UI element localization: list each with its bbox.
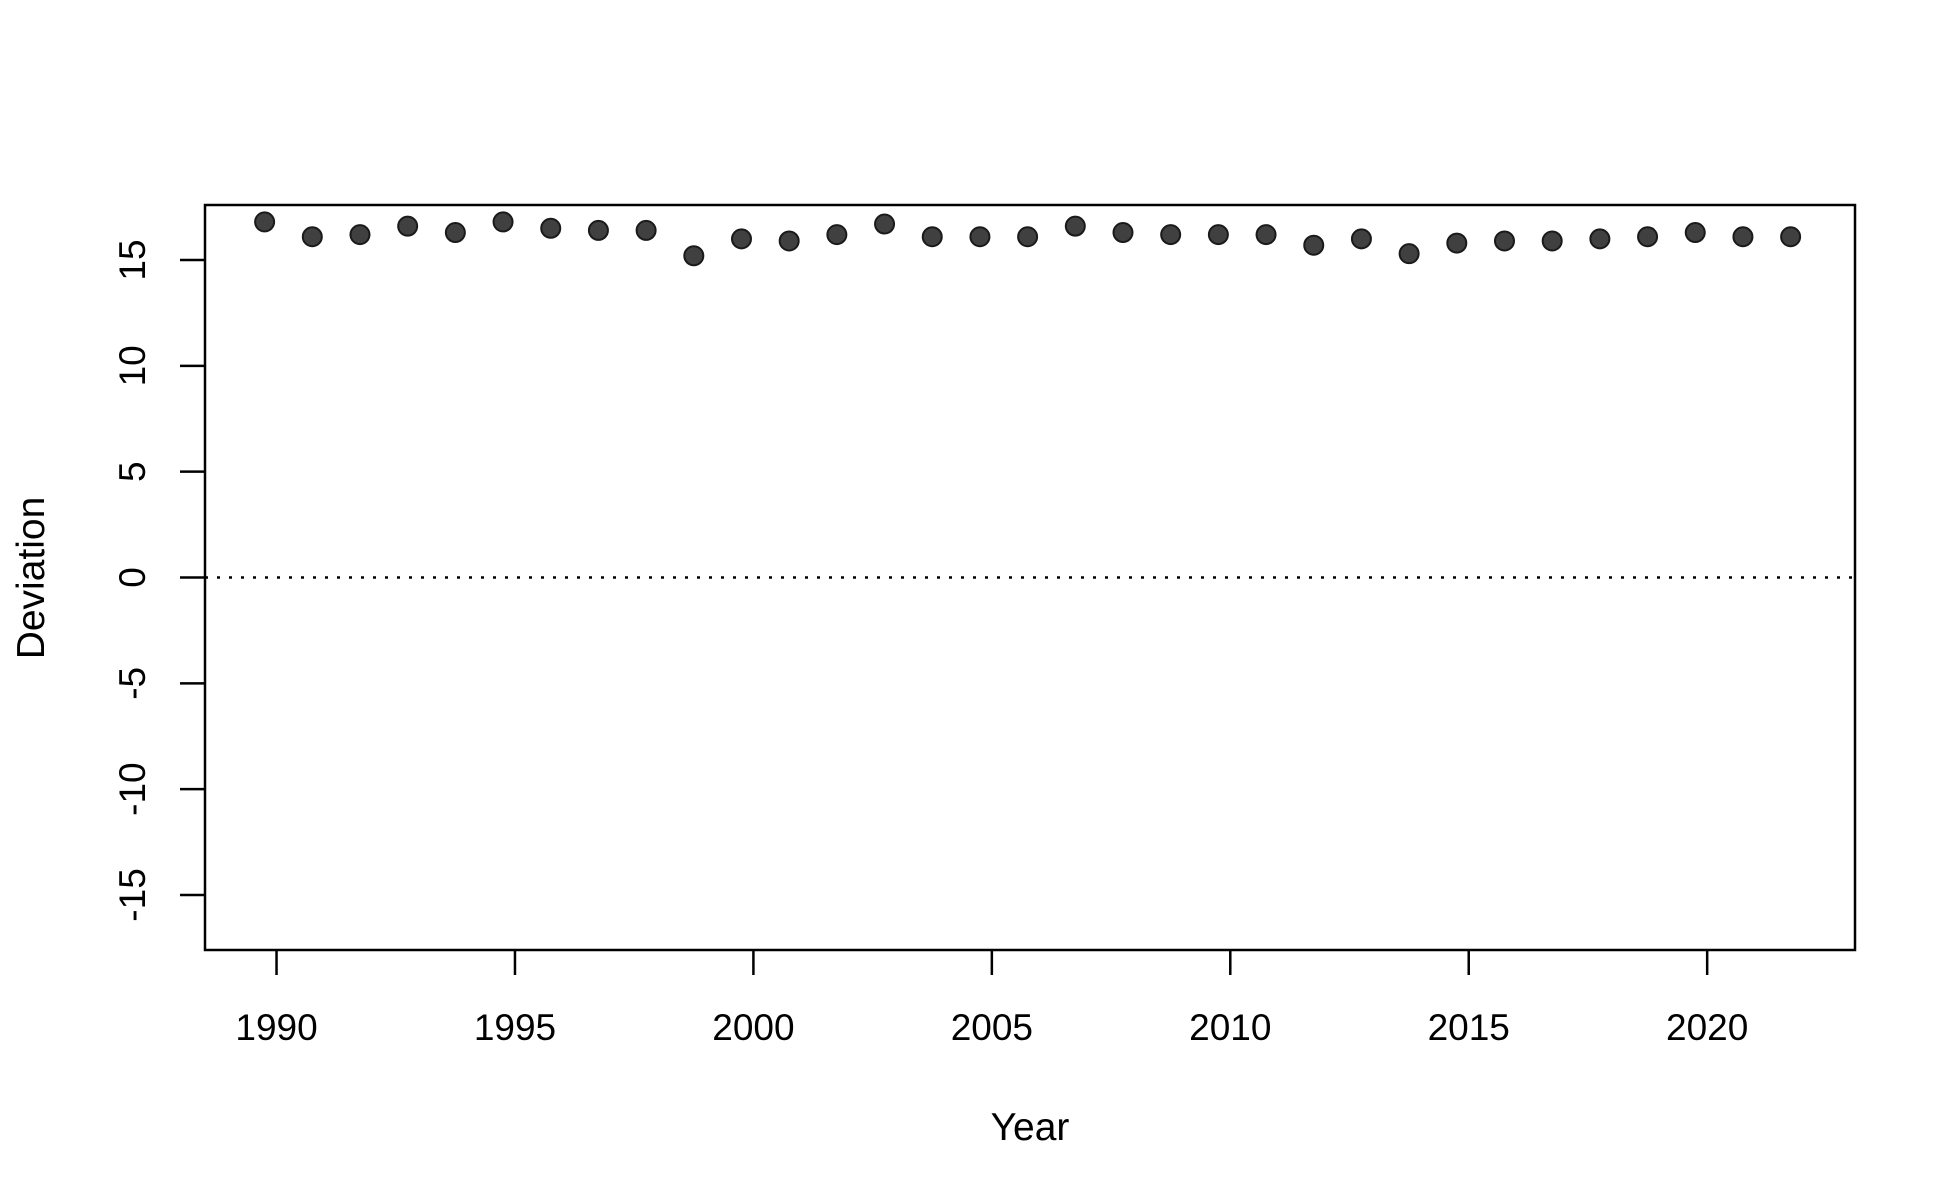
- x-axis: 1990 1995 2000 2005 2010 2015 2020: [235, 950, 1748, 1048]
- data-point: [874, 213, 896, 235]
- data-point: [921, 226, 943, 248]
- data-point: [587, 219, 609, 241]
- y-axis: -15 -10 -5 0 5 10 15: [112, 239, 205, 922]
- y-tick-label: 0: [112, 567, 153, 588]
- data-point: [301, 226, 323, 248]
- data-point: [1589, 228, 1611, 250]
- data-point: [1732, 226, 1754, 248]
- data-point: [1207, 224, 1229, 246]
- data-point: [1112, 222, 1134, 244]
- x-tick-label: 2020: [1666, 1007, 1748, 1048]
- data-point: [1160, 224, 1182, 246]
- x-tick-label: 2005: [951, 1007, 1033, 1048]
- data-point: [1303, 234, 1325, 256]
- x-tick-label: 2015: [1428, 1007, 1510, 1048]
- data-point: [969, 226, 991, 248]
- data-point: [1684, 222, 1706, 244]
- data-point: [730, 228, 752, 250]
- data-point: [1780, 226, 1802, 248]
- data-point: [492, 211, 514, 233]
- data-point: [778, 230, 800, 252]
- data-point: [540, 217, 562, 239]
- x-axis-title: Year: [991, 1106, 1070, 1149]
- data-point: [1017, 226, 1039, 248]
- data-point: [254, 211, 276, 233]
- data-point: [1398, 243, 1420, 265]
- data-point: [1350, 228, 1372, 250]
- data-point: [1446, 232, 1468, 254]
- data-point: [683, 245, 705, 267]
- data-point: [1255, 224, 1277, 246]
- y-axis-title: Deviation: [10, 497, 53, 660]
- x-tick-label: 2000: [712, 1007, 794, 1048]
- y-tick-label: 15: [112, 239, 153, 280]
- data-points: [254, 211, 1802, 267]
- data-point: [1064, 215, 1086, 237]
- data-point: [1493, 230, 1515, 252]
- x-tick-label: 2010: [1189, 1007, 1271, 1048]
- data-point: [349, 224, 371, 246]
- y-tick-label: 10: [112, 345, 153, 386]
- x-tick-label: 1995: [474, 1007, 556, 1048]
- data-point: [444, 222, 466, 244]
- data-point: [826, 224, 848, 246]
- y-tick-label: 5: [112, 461, 153, 482]
- y-tick-label: -15: [112, 868, 153, 921]
- data-point: [397, 215, 419, 237]
- y-tick-label: -5: [112, 667, 153, 700]
- y-tick-label: -10: [112, 762, 153, 815]
- x-tick-label: 1990: [235, 1007, 317, 1048]
- data-point: [1541, 230, 1563, 252]
- data-point: [1637, 226, 1659, 248]
- data-point: [635, 219, 657, 241]
